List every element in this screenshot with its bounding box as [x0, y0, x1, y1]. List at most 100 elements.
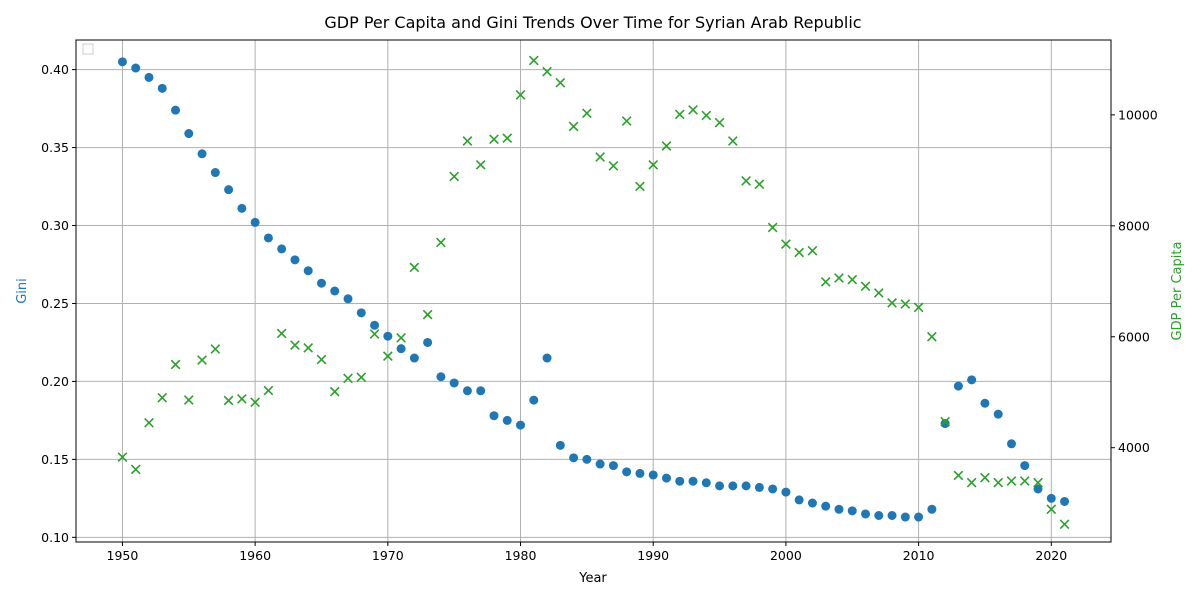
gini-point: [290, 255, 300, 265]
gdp-point: [661, 141, 672, 151]
gini-point: [768, 484, 778, 494]
gini-point: [489, 411, 499, 421]
gdp-point: [409, 262, 420, 273]
gini-point: [582, 454, 592, 464]
y-right-axis-ticks: 4000 6000 8000 10000: [1111, 107, 1158, 455]
gini-point: [900, 512, 910, 522]
y-left-tick-label: 0.40: [41, 62, 69, 77]
gdp-point: [688, 105, 698, 115]
gini-point: [874, 510, 884, 520]
gini-point: [741, 481, 751, 491]
gdp-point: [781, 239, 791, 249]
gdp-point: [767, 222, 778, 233]
gdp-point: [900, 299, 911, 309]
gini-point: [263, 233, 273, 243]
x-tick-label: 1970: [372, 548, 404, 563]
x-tick-label: 1990: [637, 548, 669, 563]
gdp-point: [1059, 519, 1070, 530]
gdp-point: [568, 121, 579, 132]
gdp-point: [887, 298, 897, 308]
gini-point: [476, 386, 486, 396]
gini-point: [277, 244, 287, 254]
gini-point: [635, 468, 645, 478]
y-right-tick-label: 10000: [1118, 107, 1158, 122]
gini-point: [383, 331, 393, 341]
x-axis-label: Year: [578, 571, 607, 586]
data-points: [117, 55, 1070, 530]
gini-point: [144, 72, 154, 82]
gini-point: [303, 266, 313, 276]
gdp-point: [250, 397, 261, 408]
x-tick-label: 2010: [903, 548, 935, 563]
gdp-point: [475, 159, 486, 170]
gini-point: [343, 294, 353, 304]
gdp-point: [1046, 504, 1057, 515]
gini-point: [423, 337, 433, 347]
gini-point: [953, 381, 963, 391]
x-tick-label: 2000: [770, 548, 802, 563]
gini-point: [794, 495, 804, 505]
y-left-tick-label: 0.30: [41, 218, 69, 233]
y-right-tick-label: 8000: [1118, 218, 1150, 233]
gini-point: [370, 320, 380, 330]
gini-point: [1020, 461, 1030, 471]
gini-point: [715, 481, 725, 491]
gini-point: [529, 395, 539, 405]
x-tick-label: 1980: [505, 548, 537, 563]
gini-point: [834, 504, 844, 514]
gdp-point: [595, 152, 606, 162]
gdp-point: [436, 237, 446, 248]
gdp-point: [873, 288, 884, 298]
gdp-point: [183, 395, 194, 405]
gdp-point: [449, 171, 460, 182]
gini-point: [648, 470, 658, 480]
gini-point: [197, 149, 207, 159]
gdp-point: [674, 109, 685, 120]
x-tick-label: 1960: [239, 548, 271, 563]
gdp-point: [303, 342, 314, 353]
gini-point: [807, 498, 817, 508]
y-left-tick-label: 0.20: [41, 374, 69, 389]
gdp-point: [130, 464, 141, 475]
gini-point: [927, 504, 937, 514]
gini-point: [595, 459, 605, 469]
gini-point: [821, 501, 831, 511]
gini-point: [449, 378, 459, 388]
gdp-point: [236, 394, 247, 404]
gini-point: [861, 509, 871, 519]
gini-point: [237, 203, 247, 213]
gdp-point: [621, 116, 632, 126]
gdp-point: [926, 331, 937, 342]
gini-point: [940, 419, 950, 429]
gdp-point: [860, 281, 871, 292]
gini-point: [250, 217, 260, 227]
gdp-point: [701, 110, 712, 121]
gdp-point: [210, 344, 221, 354]
gdp-point: [834, 273, 844, 283]
gini-point: [542, 353, 552, 363]
gini-point: [356, 308, 366, 318]
gdp-point: [1019, 476, 1030, 486]
gdp-point: [528, 55, 539, 66]
gini-point: [608, 461, 618, 471]
y-right-tick-label: 6000: [1118, 329, 1150, 344]
gdp-point: [608, 161, 619, 171]
gini-point: [184, 129, 194, 139]
gini-point: [993, 409, 1003, 419]
y-left-tick-label: 0.35: [41, 140, 69, 155]
gini-point: [754, 482, 764, 492]
gdp-point: [343, 373, 353, 384]
gdp-point: [117, 452, 128, 462]
gini-point: [1033, 484, 1043, 494]
gdp-point: [966, 477, 977, 488]
gdp-point: [157, 392, 168, 403]
gdp-point: [953, 470, 964, 481]
gini-point: [781, 487, 791, 497]
gini-point: [1006, 439, 1016, 449]
gini-point: [330, 286, 340, 296]
plot-frame: [75, 39, 1112, 543]
gini-point: [728, 481, 738, 491]
gini-point: [117, 57, 127, 67]
y-right-tick-label: 4000: [1118, 440, 1150, 455]
